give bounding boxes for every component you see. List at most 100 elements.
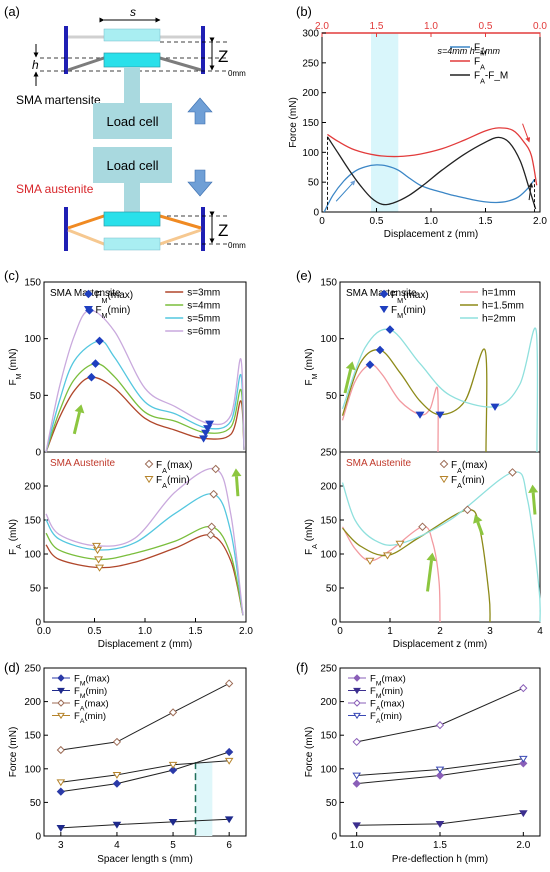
legend-label-max-bottom: FA(max) [156, 460, 192, 475]
trend-arrow-shaft-2 [476, 521, 484, 536]
series-legend-label-1: h=1.5mm [482, 301, 524, 312]
trend-arrow-shaft-1 [234, 476, 240, 497]
x-axis-tick-label: 5 [170, 840, 176, 851]
y-axis-bottom-tick-label: 200 [24, 482, 41, 493]
min-marker-top [490, 403, 500, 411]
max-marker-top [385, 325, 395, 334]
max-marker-bottom [206, 530, 215, 540]
y-axis-bottom-tick-label: 50 [326, 584, 338, 595]
trend-arrow-head-2 [473, 514, 483, 524]
y-axis-tick-label: 200 [24, 697, 41, 708]
trend-arrow-head-3 [528, 484, 539, 494]
x-axis-tick-label: 2 [437, 626, 443, 637]
y-axis-top-tick-label: 100 [24, 334, 41, 345]
legend-label-0: FM(max) [74, 674, 110, 688]
panel-letter-d: (d) [4, 660, 20, 675]
x-axis-b-tick-label: 1.5 [479, 216, 493, 227]
min-marker-top [199, 435, 209, 443]
y-axis-tick-label: 0 [331, 832, 337, 843]
legend-label-min-top: FM(min) [95, 305, 130, 320]
legend-marker-min-top [379, 305, 389, 314]
top-axis-tick-label: 0.0 [533, 21, 547, 32]
curve-top-3 [45, 309, 245, 453]
x-axis-tick-label: 3 [58, 840, 64, 851]
data-point-3-1 [112, 771, 122, 779]
series-legend-label-2: h=2mm [482, 314, 516, 325]
x-axis-tick-label: 2.0 [516, 840, 530, 851]
y-axis-top-tick-label: 100 [320, 334, 337, 345]
y-axis-bottom-tick-label: 0 [331, 618, 337, 629]
direction-arrow-fm [335, 180, 356, 202]
legend-marker-min-bottom [144, 475, 154, 484]
direction-arrow-fa [522, 123, 531, 143]
y-axis-label: Force (mN) [8, 727, 19, 778]
legend-marker-2 [57, 699, 65, 707]
highlight-band [371, 33, 399, 212]
top-axis-tick-label: 1.5 [370, 21, 384, 32]
y-axis-label-top: FM (mN) [304, 348, 319, 385]
curve-top-1 [341, 348, 488, 453]
y-axis-top-tick-label: 50 [30, 391, 42, 402]
max-marker-top [95, 336, 104, 346]
data-point-1-0 [56, 825, 66, 832]
max-marker-bottom [209, 489, 218, 499]
spacer-bottom-light [103, 237, 161, 251]
legend-label-2: FA-F_M [474, 71, 508, 86]
trend-arrow-shaft-0 [343, 368, 353, 394]
data-point-0-1 [435, 771, 445, 780]
marker-band [195, 762, 213, 836]
x-axis-tick-label: 0.5 [88, 626, 102, 637]
data-point-1-1 [112, 821, 122, 829]
panel-b-chart: (b) 2.0 1.5 1.0 0.5 0.0 0 0.5 1.0 1.5 2.0 0 50 100 15… [288, 4, 547, 240]
y-axis-tick-label: 0 [35, 832, 41, 843]
panel-d-chart: (d) 3 4 5 6 0 50 100 150 200 250 Force (mN) Spacer … [4, 660, 247, 865]
legend-label-min-top: FM(min) [391, 305, 426, 320]
plot-frame-b [321, 32, 541, 213]
data-point-3-0 [352, 772, 361, 780]
x-axis-tick-label: 6 [226, 840, 232, 851]
min-marker-top [435, 411, 445, 419]
panel-letter-e: (e) [296, 268, 312, 283]
x-axis-label: Pre-deflection h (mm) [392, 854, 488, 865]
data-point-1-2 [519, 810, 528, 818]
subpanel-label-bottom: SMA Austenite [50, 458, 115, 469]
max-marker-bottom [508, 468, 517, 477]
y-axis-label-bottom: FA (mN) [304, 519, 319, 555]
max-marker-bottom [418, 522, 427, 532]
data-point-3-2 [168, 761, 178, 769]
series-line-1 [60, 818, 230, 829]
series-legend-label-3: s=6mm [187, 327, 220, 338]
y-axis-bottom-tick-label: 200 [320, 482, 337, 493]
x-axis-tick-label: 1.0 [138, 626, 152, 637]
x-axis-tick-label: 3 [487, 626, 493, 637]
legend-label-1: FM(min) [370, 686, 403, 700]
legend-marker-2 [353, 699, 361, 707]
x-axis-b-tick-label: 0 [319, 216, 325, 227]
y-axis-tick-label: 250 [320, 664, 337, 675]
x-axis-tick-label: 4 [537, 626, 543, 637]
annotation-b: s=4mm h=1mm [438, 46, 501, 56]
trend-arrow-head-0 [74, 404, 85, 414]
min-marker-bottom [94, 556, 104, 564]
y-axis-tick-label: 50 [326, 798, 338, 809]
panel-a-schematic: (a) s h Z 0mm SMA martensite Load cell L… [4, 4, 246, 251]
panel-f-chart: (f) 1.0 1.5 2.0 0 50 100 150 200 250 Force (mN) Pr… [296, 660, 541, 865]
x-axis-label: Displacement z (mm) [98, 639, 192, 650]
data-point-2-3 [225, 679, 234, 688]
load-cell-top-label: Load cell [106, 114, 158, 129]
max-marker-bottom [463, 505, 472, 515]
data-point-2-2 [168, 708, 178, 717]
spacer-bottom [103, 211, 161, 227]
y-axis-b-tick-label: 100 [302, 148, 319, 159]
data-point-0-0 [56, 787, 65, 796]
y-axis-b-tick-label: 200 [302, 88, 319, 99]
legend-label-min-bottom: FA(min) [156, 475, 190, 490]
spacer-top [103, 52, 161, 68]
legend-marker-min-top [83, 305, 93, 314]
y-axis-bottom-tick-label: 50 [30, 584, 42, 595]
min-marker-bottom [92, 542, 102, 551]
curve-bottom-1 [342, 509, 491, 623]
legend-marker-max-top [379, 289, 389, 299]
data-point-0-0 [352, 779, 361, 788]
direction-arrow-diff [528, 182, 534, 201]
